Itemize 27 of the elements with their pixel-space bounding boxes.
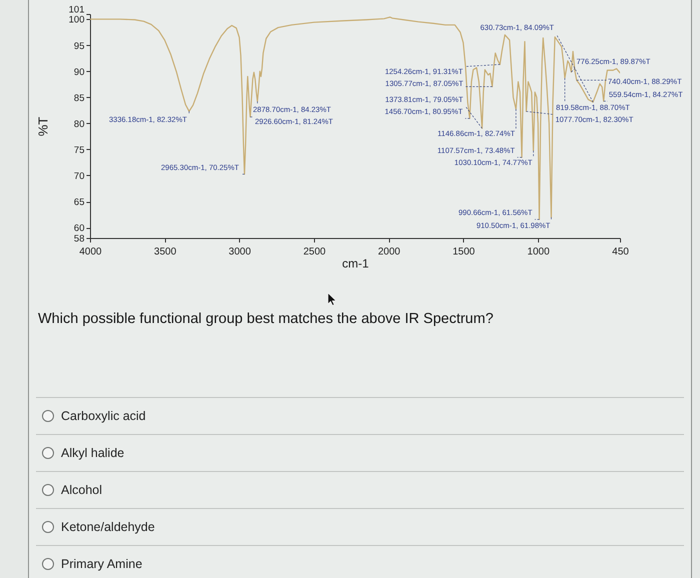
y-tick-label: 65 — [74, 197, 84, 208]
text: Ketone/aldehyde — [61, 520, 155, 534]
text: Alkyl halide — [61, 446, 124, 460]
y-tick-label: 60 — [74, 223, 84, 234]
y-axis-title: %T — [36, 116, 51, 136]
x-tick-label: 1000 — [527, 246, 550, 258]
x-tick-label: 2000 — [378, 246, 401, 258]
y-tick-label: 80 — [74, 118, 84, 130]
x-tick-label: 2500 — [303, 246, 326, 258]
x-tick-label: 3500 — [154, 246, 177, 258]
y-tick-label: 100 — [68, 14, 84, 26]
y-tick-label: 101 — [68, 4, 84, 16]
x-axis-title: cm-1 — [342, 256, 370, 270]
y-tick-label: 75 — [74, 144, 84, 156]
x-tick-label: 4000 — [79, 246, 102, 258]
y-tick-label: 70 — [74, 170, 84, 182]
x-tick-label: 3000 — [228, 246, 252, 258]
y-tick-label: 95 — [74, 40, 84, 52]
text: Which possible functional group best matches the above IR Spectrum? — [38, 311, 494, 327]
y-tick-label: 90 — [74, 66, 84, 78]
text: Primary Amine — [61, 556, 142, 570]
text: Carboxylic acid — [61, 408, 146, 422]
y-tick-label: 85 — [74, 92, 84, 104]
text: Alcohol — [61, 482, 102, 496]
x-tick-label: 450 — [612, 246, 630, 258]
y-tick-label: 58 — [74, 234, 84, 244]
x-tick-label: 1500 — [452, 246, 476, 258]
